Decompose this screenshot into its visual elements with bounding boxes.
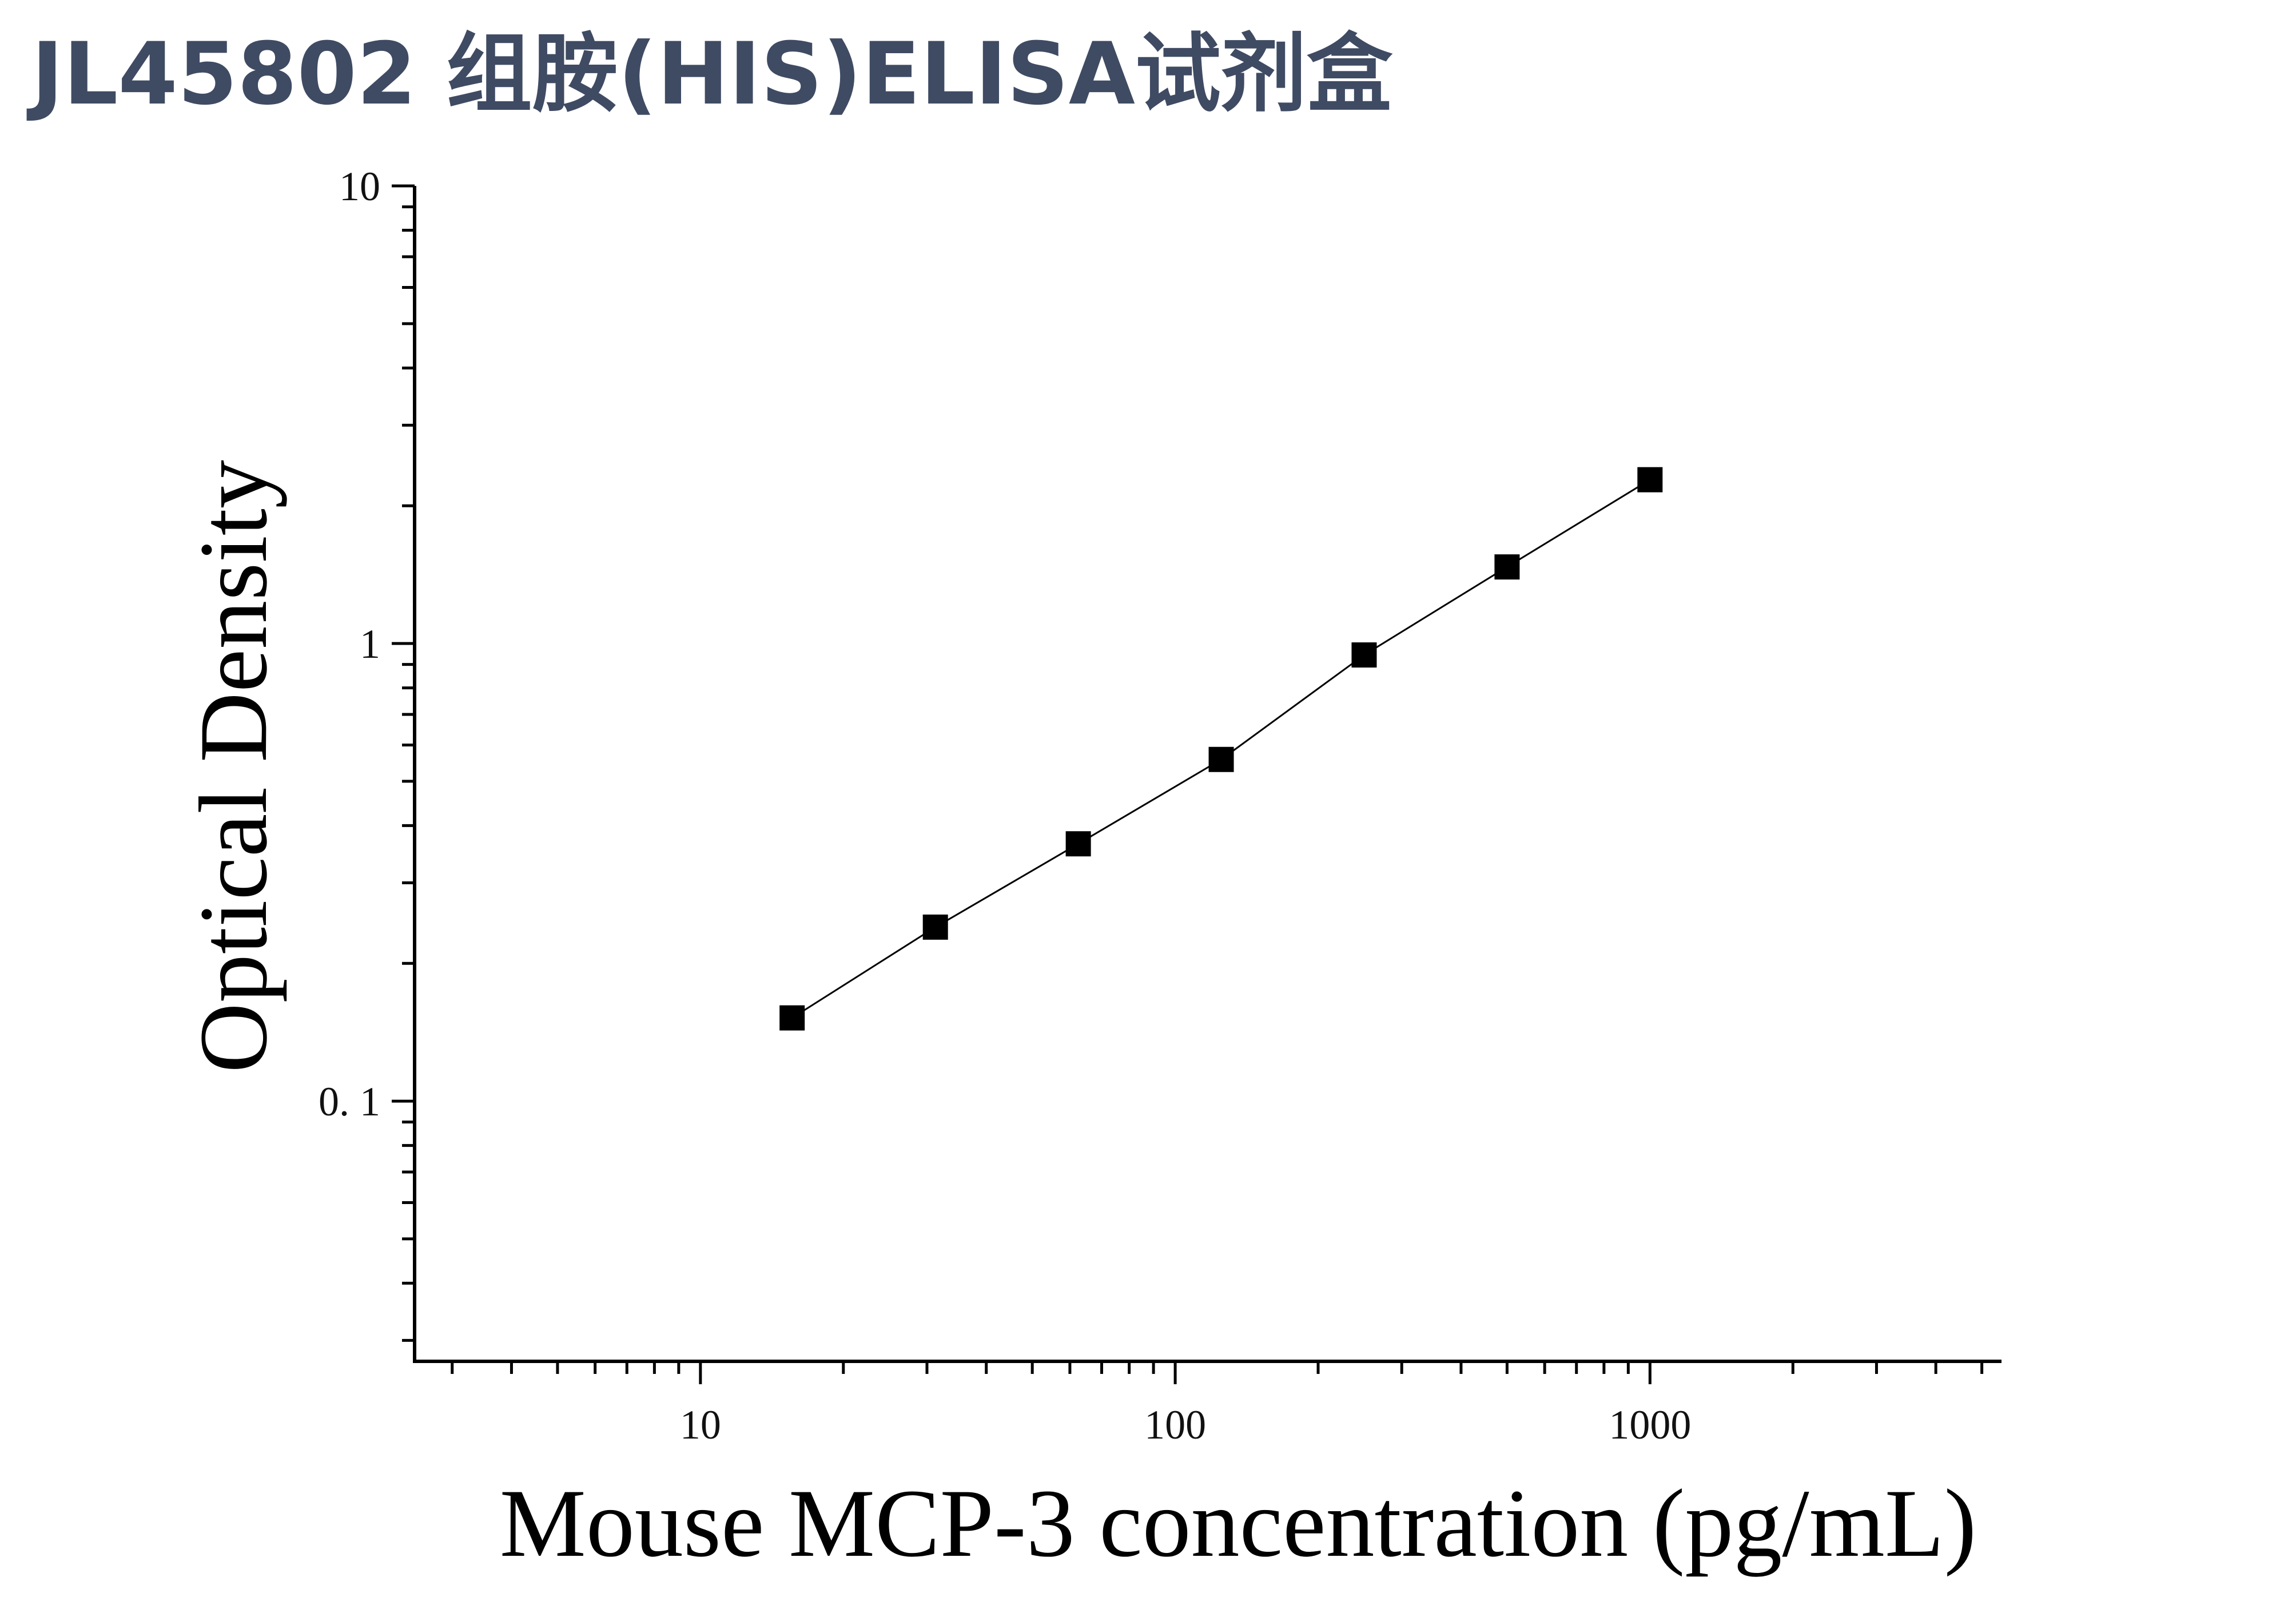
y-tick-label: 1 xyxy=(360,621,380,667)
y-tick-label: 10 xyxy=(339,164,380,209)
data-point xyxy=(1065,831,1091,857)
data-point xyxy=(779,1005,805,1031)
y-axis-title: Optical Density xyxy=(180,460,287,1073)
data-point xyxy=(1351,642,1377,668)
x-tick-label: 1000 xyxy=(1609,1402,1691,1448)
chart-ticks: 0. 1 1 10 10 100 1000 xyxy=(319,164,1984,1448)
data-point xyxy=(1494,554,1520,580)
data-point xyxy=(922,914,948,940)
data-point xyxy=(1637,467,1663,492)
x-tick-label: 10 xyxy=(680,1402,721,1448)
chart-axes xyxy=(413,186,2001,1363)
x-tick-label: 100 xyxy=(1144,1402,1206,1448)
x-axis-title: Mouse MCP-3 concentration (pg/mL) xyxy=(500,1469,1977,1577)
data-point xyxy=(1208,746,1234,772)
page-title: JL45802 组胺(HIS)ELISA试剂盒 xyxy=(31,25,1392,124)
y-tick-label: 0. 1 xyxy=(319,1079,380,1125)
data-points xyxy=(779,467,1663,1031)
